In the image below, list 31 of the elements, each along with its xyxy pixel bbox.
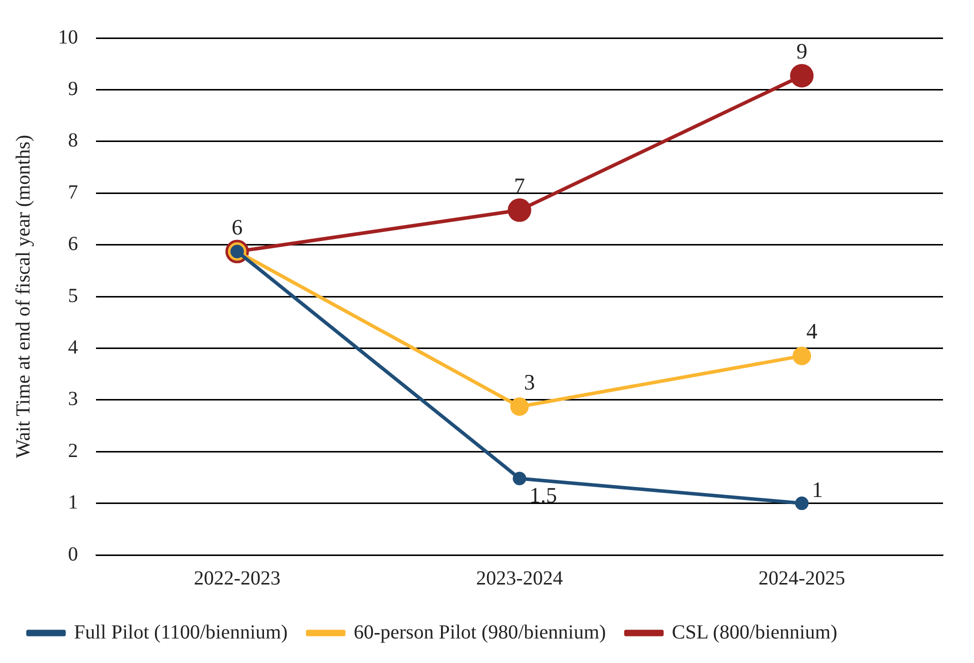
data-label: 9 (796, 38, 808, 64)
y-tick-label: 4 (68, 336, 78, 358)
y-tick-label: 9 (68, 78, 78, 100)
point (510, 397, 529, 416)
point (795, 496, 809, 510)
x-tick-label: 2023-2024 (476, 567, 563, 590)
legend-label: Full Pilot (1100/biennium) (74, 621, 288, 644)
point (508, 198, 532, 222)
data-label: 1 (812, 477, 823, 502)
y-tick-label: 0 (68, 543, 78, 566)
point (512, 472, 526, 486)
point (792, 346, 812, 366)
y-tick-label: 8 (68, 130, 78, 152)
data-label: 6 (232, 214, 243, 240)
data-label: 7 (514, 172, 525, 198)
y-tick-label: 10 (58, 26, 78, 48)
point (790, 64, 814, 88)
data-label: 3 (524, 369, 535, 394)
y-tick-label: 7 (68, 181, 78, 204)
legend-label: 60-person Pilot (980/biennium) (354, 621, 606, 644)
y-tick-label: 3 (68, 388, 78, 410)
y-axis-title: Wait Time at end of fiscal year (months) (12, 134, 34, 458)
data-label: 4 (806, 318, 818, 344)
legend-label: CSL (800/biennium) (672, 621, 838, 644)
x-tick-label: 2024-2025 (758, 567, 846, 590)
y-tick-label: 2 (68, 440, 78, 462)
y-tick-label: 5 (68, 284, 78, 307)
x-tick-label: 2022-2023 (194, 567, 281, 590)
y-tick-label: 6 (68, 233, 78, 256)
data-label: 1.5 (530, 482, 557, 508)
y-tick-label: 1 (68, 492, 78, 514)
